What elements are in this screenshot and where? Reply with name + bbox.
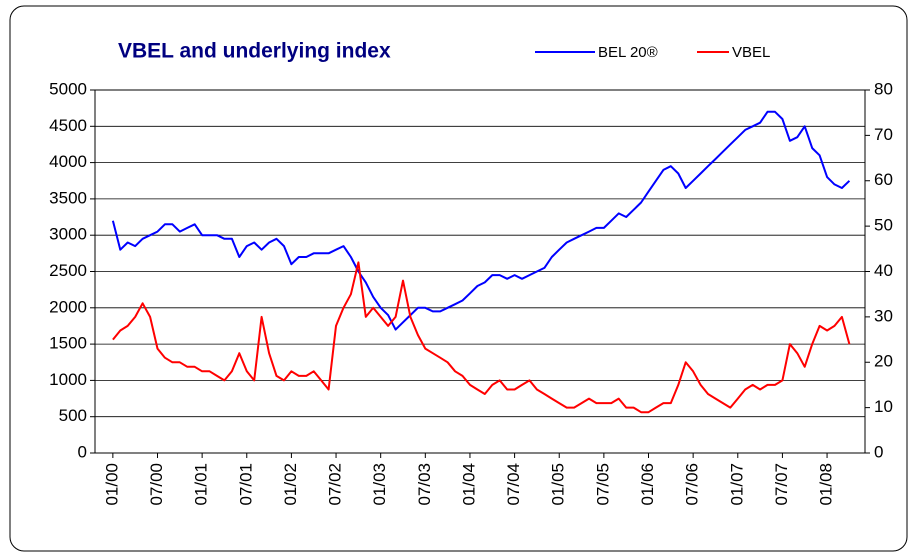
legend-label: VBEL xyxy=(732,44,770,61)
x-tick-label: 07/04 xyxy=(504,463,523,506)
x-tick-label: 01/04 xyxy=(459,463,478,506)
x-tick-label: 07/07 xyxy=(772,463,791,506)
chart-frame xyxy=(9,5,908,552)
y2-tick-label: 40 xyxy=(874,261,893,280)
legend-label: BEL 20® xyxy=(598,44,658,61)
x-tick-label: 07/03 xyxy=(415,463,434,506)
x-tick-label: 07/01 xyxy=(236,463,255,506)
y2-tick-label: 70 xyxy=(874,125,893,144)
y2-tick-label: 20 xyxy=(874,352,893,371)
x-tick-label: 01/02 xyxy=(281,463,300,506)
x-tick-label: 07/00 xyxy=(147,463,166,506)
x-tick-label: 07/02 xyxy=(326,463,345,506)
y2-tick-label: 0 xyxy=(874,442,883,461)
x-tick-label: 01/07 xyxy=(727,463,746,506)
y-tick-label: 5000 xyxy=(49,79,87,98)
series-line xyxy=(111,110,851,331)
x-tick-label: 01/06 xyxy=(638,463,657,506)
y-tick-label: 2000 xyxy=(49,297,87,316)
y2-tick-label: 50 xyxy=(874,216,893,235)
y2-tick-label: 60 xyxy=(874,170,893,189)
x-tick-label: 07/06 xyxy=(683,463,702,506)
legend: BEL 20® VBEL xyxy=(535,44,770,61)
y-tick-label: 3500 xyxy=(49,188,87,207)
x-tick-label: 01/05 xyxy=(549,463,568,506)
y2-tick-label: 10 xyxy=(874,397,893,416)
y2-tick-label: 30 xyxy=(874,306,893,325)
y-tick-label: 0 xyxy=(78,442,87,461)
y-tick-label: 1500 xyxy=(49,334,87,353)
y2-tick-label: 80 xyxy=(874,79,893,98)
y-tick-label: 1000 xyxy=(49,370,87,389)
y-tick-label: 2500 xyxy=(49,261,87,280)
chart-title: VBEL and underlying index xyxy=(118,40,391,63)
x-tick-label: 01/03 xyxy=(370,463,389,506)
y-tick-label: 4000 xyxy=(49,152,87,171)
y-tick-label: 4500 xyxy=(49,116,87,135)
x-tick-label: 01/08 xyxy=(817,463,836,506)
series-line xyxy=(112,261,851,414)
x-tick-label: 07/05 xyxy=(593,463,612,506)
x-tick-label: 01/01 xyxy=(192,463,211,506)
y-tick-label: 500 xyxy=(59,406,87,425)
x-tick-label: 01/00 xyxy=(102,463,121,506)
y-tick-label: 3000 xyxy=(49,225,87,244)
